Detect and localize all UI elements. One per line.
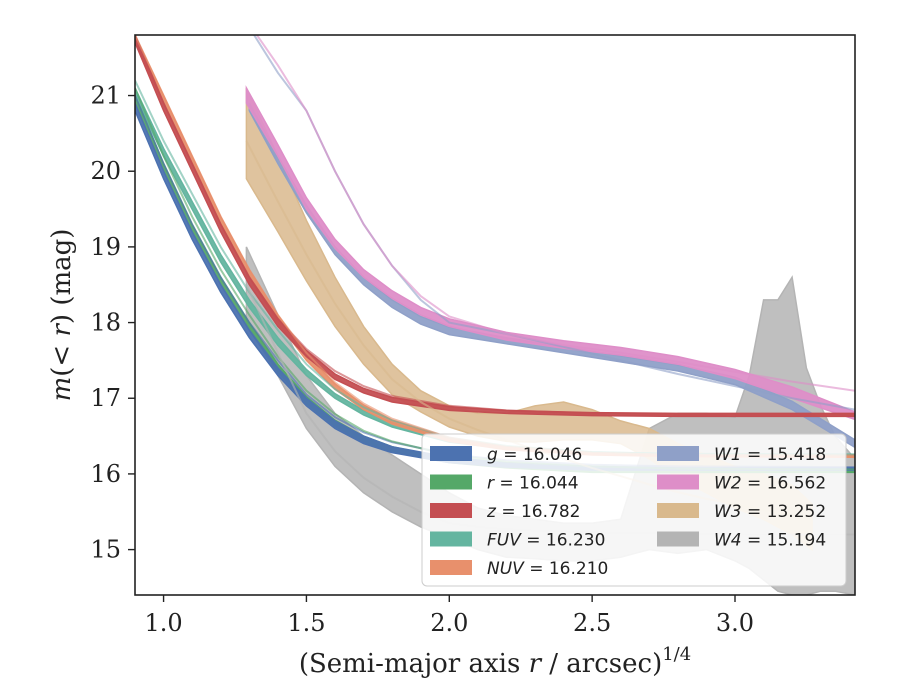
plot-frame <box>134 34 856 596</box>
legend-label-r: r = 16.044 <box>487 474 579 494</box>
legend-label-nuv: NUV = 16.210 <box>487 559 608 579</box>
band-w1 <box>248 102 855 449</box>
legend-swatch-w1 <box>657 446 699 461</box>
legend-swatch-g <box>430 446 472 461</box>
y-tick-label: 18 <box>90 309 121 337</box>
legend-label-w2: W2 = 16.562 <box>714 474 826 494</box>
y-tick-label: 17 <box>90 384 121 412</box>
legend-label-w1: W1 = 15.418 <box>714 445 826 465</box>
legend: g = 16.046 r = 16.044 z = 16.782 FUV = 16.2… <box>421 433 847 587</box>
y-tick-label: 21 <box>90 82 121 110</box>
legend-box <box>421 433 847 587</box>
y-tick-label: 16 <box>90 460 121 488</box>
legend-swatch-w4 <box>657 531 699 547</box>
x-tick-label: 3.0 <box>716 609 754 637</box>
model-curve-w2 <box>255 35 855 392</box>
legend-label-w3: W3 = 13.252 <box>714 502 826 522</box>
legend-label-fuv: FUV = 16.230 <box>487 531 605 551</box>
band-g <box>135 102 855 471</box>
x-axis-label: (Semi-major axis r / arcsec)1/4 <box>299 644 691 679</box>
x-tick-label: 1.5 <box>287 609 325 637</box>
legend-swatch-w2 <box>657 474 699 490</box>
model-curve-z <box>135 35 855 416</box>
legend-label-z: z = 16.782 <box>486 502 580 522</box>
legend-swatch-w3 <box>657 503 699 518</box>
y-axis-label: m(< r) (mag) <box>47 229 77 402</box>
legend-swatch-fuv <box>430 531 472 547</box>
band-w2 <box>245 85 855 421</box>
legend-label-w4: W4 = 15.194 <box>714 531 826 551</box>
band-fuv <box>135 87 855 458</box>
legend-swatch-nuv <box>430 560 472 575</box>
x-axis-ticks: 1.0 1.5 2.0 2.5 3.0 <box>144 595 754 637</box>
y-tick-label: 15 <box>90 536 121 564</box>
x-tick-label: 2.5 <box>573 609 611 637</box>
y-tick-label: 19 <box>90 233 121 261</box>
legend-swatch-r <box>430 474 472 490</box>
legend-swatch-z <box>430 503 472 518</box>
x-tick-label: 1.0 <box>144 609 182 637</box>
x-tick-label: 2.0 <box>430 609 468 637</box>
y-axis-ticks: 15 16 17 18 19 20 21 <box>90 82 135 564</box>
legend-label-g: g = 16.046 <box>487 445 582 465</box>
y-tick-label: 20 <box>90 157 121 185</box>
